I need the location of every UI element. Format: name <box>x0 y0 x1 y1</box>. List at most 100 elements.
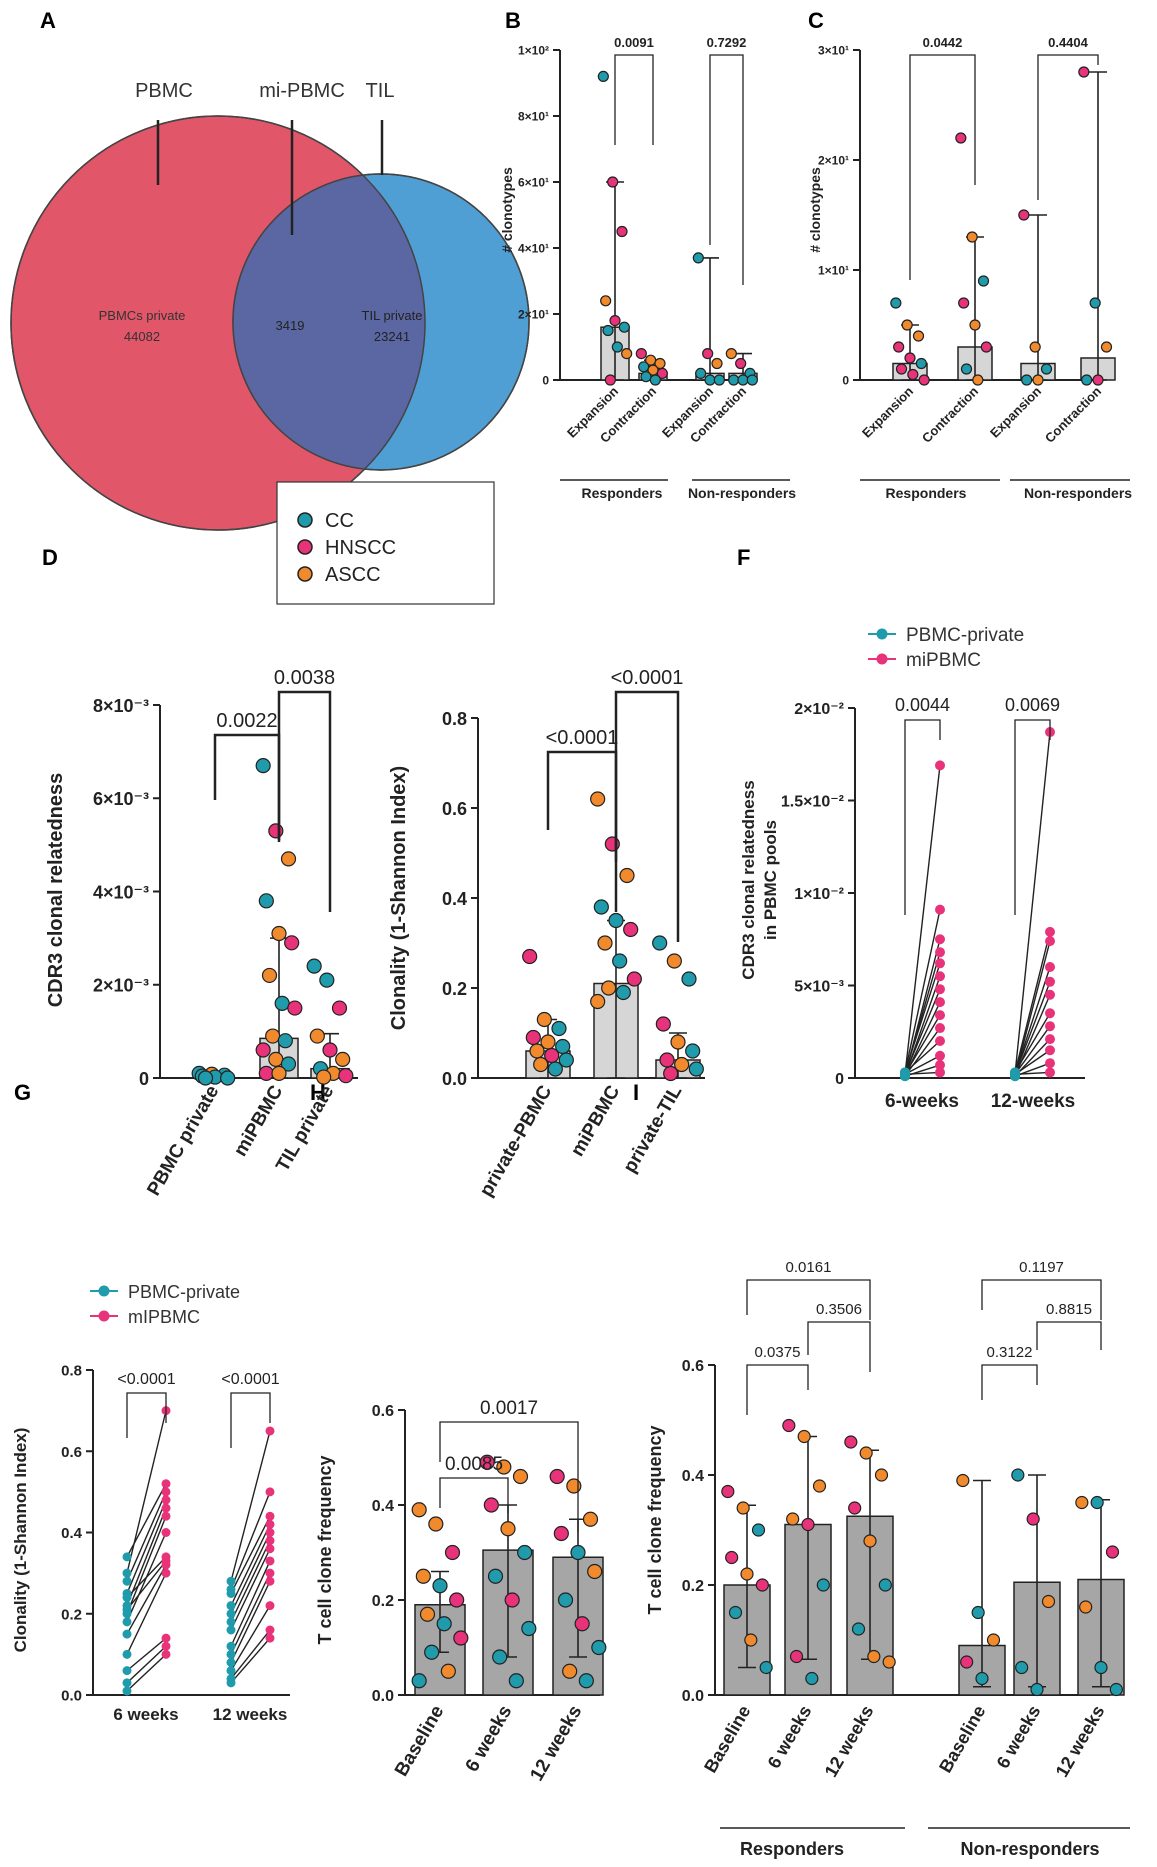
data-point-pbmc-private <box>226 1658 236 1667</box>
pair-line <box>230 1560 271 1647</box>
data-point-mipbmc <box>161 1560 171 1570</box>
data-point-cc <box>1030 1682 1044 1697</box>
comparison-bracket <box>439 1421 579 1532</box>
data-point-mipbmc <box>1045 976 1055 987</box>
data-point-mipbmc <box>1045 1058 1055 1069</box>
data-point-mipbmc <box>935 997 945 1008</box>
venn-label-til: TIL <box>366 80 395 102</box>
data-point-hnscc <box>553 1525 569 1542</box>
y-tick-label: 0.4 <box>682 1468 704 1485</box>
data-point-cc <box>602 324 614 337</box>
comparison-bracket <box>439 1477 509 1513</box>
pair-line <box>230 1515 271 1594</box>
pair-line <box>904 765 941 1075</box>
category-label: miPBMC <box>567 1082 624 1160</box>
data-point-cc <box>640 371 652 383</box>
data-point-hnscc <box>918 374 930 386</box>
data-point-mipbmc <box>161 1511 171 1521</box>
category-label: Contraction <box>1042 383 1104 445</box>
legend-panel-g: PBMC-private mIPBMC <box>90 1282 240 1327</box>
data-point-hnscc <box>623 921 639 938</box>
comparison-bracket <box>126 1392 167 1438</box>
pair-line <box>1014 1025 1051 1075</box>
data-point-cc <box>487 1568 504 1584</box>
data-point-cc <box>1094 1660 1108 1675</box>
p-value-label: 0.4404 <box>1048 35 1089 50</box>
chart-panel-g: 0.0 0.2 0.4 0.6 0.8 Clonality (1-Shannon Inde… <box>11 1363 290 1724</box>
p-value-label: 0.0091 <box>614 35 654 50</box>
venn-til-private: TIL private <box>362 308 423 323</box>
pair-line <box>230 1532 271 1615</box>
data-point-pbmc-private <box>226 1625 236 1635</box>
data-point-mipbmc <box>1045 1021 1055 1032</box>
pair-line <box>126 1653 167 1692</box>
data-point-mipbmc <box>935 904 945 915</box>
p-value-label: 0.0044 <box>895 695 950 715</box>
data-point-hnscc <box>504 1592 520 1608</box>
data-point-ascc <box>271 1065 287 1081</box>
y-tick-label: 1.5×10⁻² <box>781 794 844 811</box>
p-value-label: 0.0375 <box>755 1344 801 1361</box>
y-tick-label: 0.0 <box>682 1688 704 1705</box>
group-label: Responders <box>582 485 663 501</box>
pair-line <box>904 1014 941 1075</box>
y-tick-label: 0.6 <box>61 1444 82 1461</box>
p-value-label: 0.0442 <box>923 35 963 50</box>
pair-line <box>904 909 941 1073</box>
p-value-label: 0.3506 <box>816 1301 862 1318</box>
pair-line <box>230 1572 271 1655</box>
category-label: 6-weeks <box>885 1091 959 1112</box>
data-point-ascc <box>812 1479 827 1493</box>
data-point-cc <box>704 374 716 386</box>
legend-label: PBMC-private <box>128 1282 240 1302</box>
data-point-hnscc <box>453 1630 469 1646</box>
data-point-mipbmc <box>161 1568 171 1578</box>
data-point-hnscc <box>255 1042 271 1058</box>
data-point-mipbmc <box>265 1601 275 1611</box>
data-point-ascc <box>271 925 287 942</box>
data-point-cc <box>1040 363 1053 375</box>
data-point-mipbmc <box>161 1649 171 1659</box>
data-point-hnscc <box>663 1065 679 1082</box>
data-point-hnscc <box>702 348 714 360</box>
y-tick-label: 1×10² <box>518 44 549 58</box>
data-point-ascc <box>316 1069 332 1085</box>
data-point-ascc <box>1075 1495 1089 1510</box>
legend-label: mIPBMC <box>128 1307 200 1327</box>
data-point-pbmc-private <box>226 1666 236 1676</box>
data-point-cc <box>1090 1495 1104 1510</box>
panel-label-d: D <box>42 545 58 570</box>
category-label: PBMC private <box>143 1082 223 1199</box>
y-tick-label: 1×10⁻² <box>794 886 844 903</box>
data-point-cc <box>977 275 990 287</box>
data-point-hnscc <box>444 1544 461 1561</box>
data-point-mipbmc <box>265 1576 275 1586</box>
data-point-mipbmc <box>265 1556 275 1566</box>
legend-marker <box>98 1310 110 1322</box>
data-point-ascc <box>268 1051 284 1067</box>
comparison-bracket <box>1037 54 1099 200</box>
pair-line <box>126 1564 167 1635</box>
data-point-cc <box>618 321 630 333</box>
data-point-ascc <box>956 1473 970 1488</box>
data-point-hnscc <box>626 971 642 987</box>
data-point-pbmc-private <box>900 1069 910 1080</box>
data-point-hnscc <box>782 1418 796 1433</box>
data-point-ascc <box>797 1429 811 1444</box>
legend-label-hnscc: HNSCC <box>325 537 396 559</box>
data-point-pbmc-private <box>226 1649 236 1659</box>
pair-line <box>1014 1071 1051 1075</box>
category-label: private-PBMC <box>476 1082 557 1201</box>
data-point-mipbmc <box>265 1625 275 1635</box>
data-point-ascc <box>736 1501 750 1515</box>
y-tick-label: 8×10⁻³ <box>93 696 149 716</box>
data-point-hnscc <box>616 225 628 238</box>
data-point-mipbmc <box>1045 1034 1055 1045</box>
data-point-hnscc <box>258 1065 274 1081</box>
data-point-ascc <box>1029 341 1041 353</box>
category-label: Baseline <box>391 1702 448 1780</box>
data-point-ascc <box>536 1011 552 1028</box>
legend-marker <box>98 1285 110 1297</box>
data-point-cc <box>737 374 749 386</box>
y-tick-label: 0.6 <box>442 799 467 819</box>
